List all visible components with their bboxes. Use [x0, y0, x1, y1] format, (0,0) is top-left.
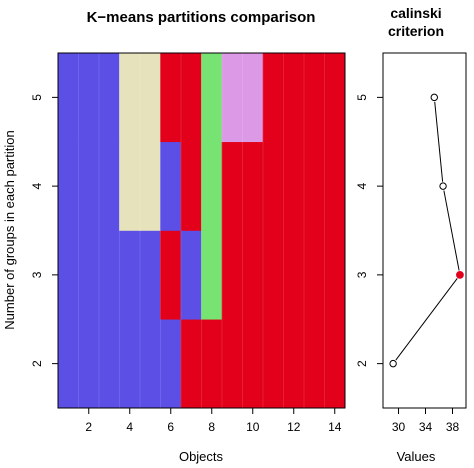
heatmap-cell — [324, 52, 346, 143]
heatmap-cell — [201, 318, 223, 409]
heatmap-cell — [78, 318, 100, 409]
heatmap-x-tick-label: 14 — [328, 420, 342, 434]
heatmap-cell — [98, 141, 120, 231]
heatmap-cell — [180, 230, 202, 320]
heatmap-cell — [242, 230, 264, 320]
heatmap-cell — [303, 230, 325, 320]
heatmap-cell — [283, 318, 305, 409]
heatmap-y-tick-label: 3 — [30, 271, 44, 278]
calinski-highlight-point — [456, 270, 464, 279]
heatmap-cell — [119, 318, 141, 409]
heatmap-cell — [180, 318, 202, 409]
heatmap-cell — [324, 141, 346, 231]
heatmap-cell — [221, 52, 243, 143]
heatmap-cell — [242, 318, 264, 409]
heatmap-cell — [119, 230, 141, 320]
calinski-title-line1: calinski — [390, 5, 441, 21]
heatmap-cell — [139, 230, 161, 320]
heatmap-cell — [242, 52, 264, 143]
heatmap-x-tick-label: 6 — [167, 420, 174, 434]
heatmap-cell — [139, 318, 161, 409]
calinski-y-tick-label: 3 — [355, 271, 369, 278]
heatmap-cell — [262, 230, 284, 320]
heatmap-cell — [201, 52, 223, 143]
heatmap-cell — [160, 52, 182, 143]
chart-labels: K−means partitions comparison calinski c… — [2, 5, 444, 464]
heatmap-cell — [57, 52, 79, 143]
heatmap-y-tick-label: 2 — [30, 360, 44, 367]
calinski-point — [430, 93, 438, 102]
calinski-x-tick-label: 38 — [446, 420, 460, 434]
heatmap-panel: 2 4 6 8 10 12 14 2 3 4 5 — [30, 52, 346, 434]
heatmap-cell — [98, 318, 120, 409]
heatmap-cell — [201, 141, 223, 231]
heatmap-cell — [303, 141, 325, 231]
heatmap-cell — [242, 141, 264, 231]
heatmap-cell — [262, 318, 284, 409]
heatmap-cell — [324, 230, 346, 320]
heatmap-cell — [283, 141, 305, 231]
heatmap-title: K−means partitions comparison — [87, 9, 316, 26]
heatmap-cell — [139, 141, 161, 231]
heatmap-cell — [98, 52, 120, 143]
calinski-frame — [382, 52, 467, 409]
heatmap-cell — [303, 52, 325, 143]
calinski-line-segment — [395, 278, 458, 361]
calinski-point — [389, 359, 397, 368]
heatmap-x-tick-label: 2 — [85, 420, 92, 434]
heatmap-cell — [139, 52, 161, 143]
heatmap-cell — [283, 230, 305, 320]
heatmap-cell — [57, 318, 79, 409]
heatmap-y-tick-label: 4 — [30, 182, 44, 189]
heatmap-y-axis-label: Number of groups in each partition — [2, 130, 17, 329]
heatmap-x-tick-label: 8 — [208, 420, 215, 434]
heatmap-cell — [160, 141, 182, 231]
heatmap-cell — [78, 230, 100, 320]
heatmap-x-tick-label: 10 — [246, 420, 260, 434]
heatmap-cell — [119, 141, 141, 231]
heatmap-x-tick-label: 4 — [126, 420, 133, 434]
heatmap-cell — [221, 141, 243, 231]
calinski-line-segment — [443, 190, 460, 271]
heatmap-cell — [119, 52, 141, 143]
calinski-title-line2: criterion — [388, 23, 444, 39]
heatmap-cell — [303, 318, 325, 409]
heatmap-cell — [57, 230, 79, 320]
heatmap-cell — [160, 230, 182, 320]
heatmap-cell — [201, 230, 223, 320]
heatmap-cell — [98, 230, 120, 320]
heatmap-cell — [180, 52, 202, 143]
calinski-y-tick-label: 2 — [355, 360, 369, 367]
calinski-y-tick-label: 4 — [355, 182, 369, 189]
heatmap-cell — [283, 52, 305, 143]
heatmap-cell — [180, 141, 202, 231]
calinski-x-tick-label: 30 — [392, 420, 406, 434]
heatmap-cell — [221, 318, 243, 409]
heatmap-cell — [57, 141, 79, 231]
heatmap-cell — [78, 141, 100, 231]
calinski-point — [439, 182, 447, 190]
heatmap-cell — [262, 52, 284, 143]
heatmap-cell — [221, 230, 243, 320]
calinski-x-tick-label: 34 — [419, 420, 433, 434]
calinski-x-axis-label: Values — [397, 449, 436, 464]
heatmap-x-tick-label: 12 — [287, 420, 301, 434]
heatmap-frame — [57, 52, 346, 409]
heatmap-x-axis-label: Objects — [179, 449, 224, 464]
heatmap-cell — [160, 318, 182, 409]
heatmap-cell — [324, 318, 346, 409]
calinski-line-segment — [434, 101, 444, 182]
calinski-y-tick-label: 5 — [355, 94, 369, 101]
heatmap-cell — [262, 141, 284, 231]
heatmap-y-tick-label: 5 — [30, 94, 44, 101]
heatmap-cell — [78, 52, 100, 143]
